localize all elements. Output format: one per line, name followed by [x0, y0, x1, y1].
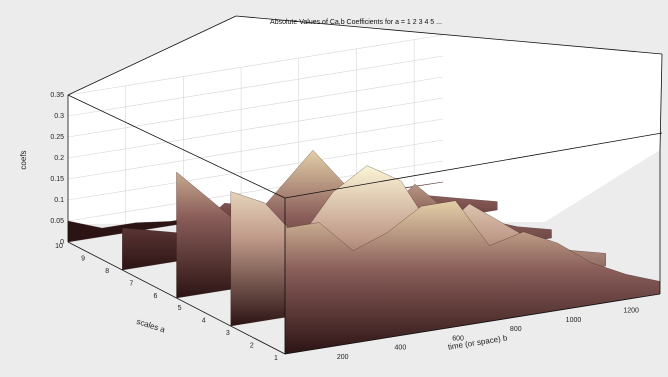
y-tick-label: 5 [178, 305, 182, 312]
x-tick-label: 600 [452, 335, 464, 342]
z-tick-label: 0.25 [50, 134, 64, 141]
z-tick-label: 0.35 [50, 92, 64, 99]
y-tick-label: 4 [202, 318, 206, 325]
z-tick-label: 0.2 [54, 155, 64, 162]
grid-line [67, 139, 444, 201]
z-axis-label: coefs [19, 150, 28, 169]
x-tick-label: 200 [337, 354, 349, 361]
y-tick-label: 6 [153, 293, 157, 300]
chart-title: Absolute Values of Ca,b Coefficients for… [270, 19, 442, 26]
y-tick-label: 2 [250, 343, 254, 350]
x-tick-label: 1200 [623, 308, 639, 315]
axes-background [68, 16, 662, 224]
y-tick-label: 10 [55, 243, 63, 250]
z-tick-label: 0.15 [50, 176, 64, 183]
z-tick-label: 0 [60, 239, 64, 246]
y-tick-label: 9 [81, 255, 85, 262]
y-tick-label: 8 [105, 268, 109, 275]
grid-line [67, 97, 444, 159]
z-tick-label: 0.05 [50, 218, 64, 225]
y-tick-label: 3 [226, 330, 230, 337]
x-tick-label: 400 [395, 345, 407, 352]
grid-line [67, 76, 444, 138]
y-tick-label: 1 [274, 355, 278, 362]
surface-ribbon [284, 200, 661, 355]
grid-line [67, 34, 444, 96]
x-tick-label: 1000 [566, 317, 582, 324]
surface [67, 149, 661, 355]
axes-box [67, 15, 663, 355]
x-tick-label: 800 [510, 326, 522, 333]
grid-line [67, 55, 444, 117]
z-tick-label: 0.1 [54, 197, 64, 204]
grid-line [67, 160, 444, 222]
x-tick-labels: 200 400 600 800 1000 1200 [337, 308, 639, 361]
y-tick-label: 7 [129, 280, 133, 287]
grid-line [67, 118, 444, 180]
z-tick-labels: 0 0.05 0.1 0.15 0.2 0.25 0.3 0.35 [50, 92, 64, 246]
y-tick-labels: 1 2 3 4 5 6 7 8 9 10 [55, 243, 278, 362]
z-tick-label: 0.3 [54, 113, 64, 120]
